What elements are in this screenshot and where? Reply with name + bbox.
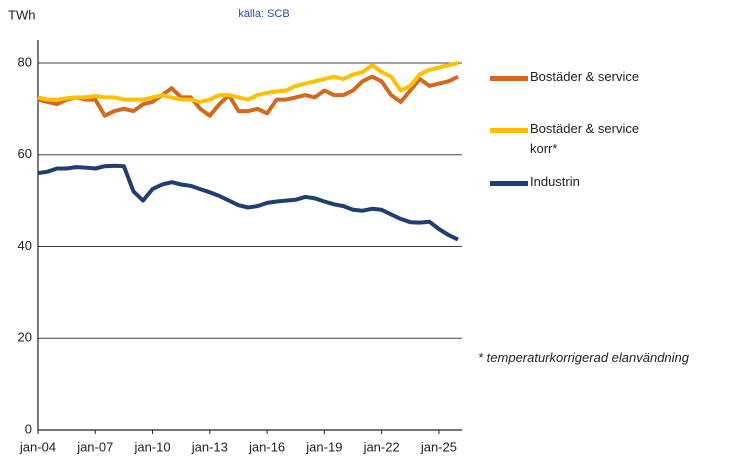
series-line [37,163,459,242]
legend-item: Bostäder & service [490,69,660,87]
x-tick-label: jan-10 [133,439,170,454]
annotation: * temperaturkorrigerad elanvändning [478,350,690,365]
x-tick-label: jan-25 [420,439,457,454]
legend-item: Industrin [490,174,660,192]
x-tick-label: jan-19 [305,439,342,454]
legend-label: Bostäder & service korr* [530,121,640,156]
y-tick-label: 0 [25,421,32,436]
legend-swatch [490,128,528,133]
subtitle: källa: SCB [238,8,289,20]
legend-item: Bostäder & service korr* [490,121,660,159]
series-line [37,74,459,118]
y-tick-label: 80 [18,54,32,69]
legend-label: Industrin [530,174,580,189]
series-line [37,60,459,104]
legend-label: Bostäder & service [530,69,640,84]
y-axis-label: TWh [8,7,35,22]
y-tick-label: 40 [18,238,32,253]
x-tick-label: jan-13 [191,439,228,454]
legend-swatch [490,181,528,186]
x-tick-label: jan-22 [363,439,400,454]
x-tick-label: jan-04 [19,439,56,454]
y-tick-label: 20 [18,330,32,345]
x-tick-label: jan-16 [248,439,285,454]
legend-swatch [490,76,528,81]
y-tick-label: 60 [18,146,32,161]
x-tick-label: jan-07 [76,439,113,454]
